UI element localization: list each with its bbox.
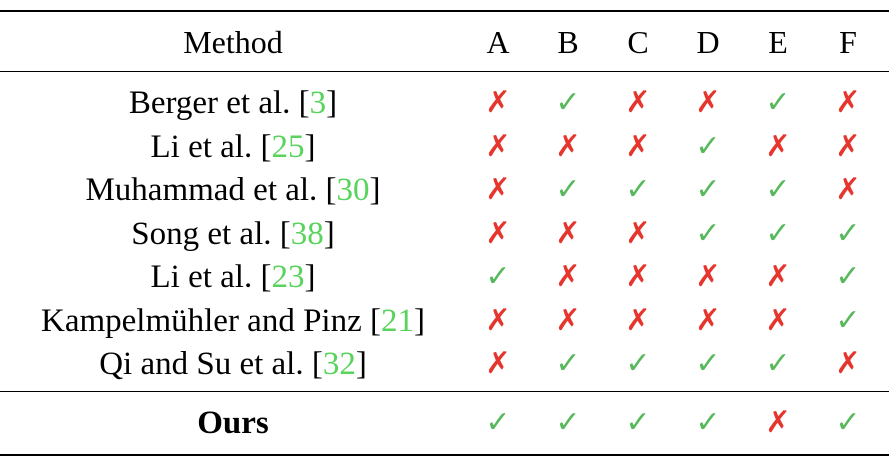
header-row: Method A B C D E F [0,20,889,64]
header-rule [0,71,889,72]
value-e-cross-icon: ✗ [765,259,791,294]
method-label: Song et al. [ [131,216,291,252]
citation-bracket: ] [369,172,381,208]
citation-link[interactable]: 38 [290,216,324,252]
method-name: Li et al. [25] [0,125,466,169]
value-f-check-icon: ✓ [835,303,861,338]
method-header: Method [183,24,283,60]
ours-value-e-cross-icon: ✗ [765,405,791,440]
table-row: Li et al. [23] ✓ ✗ ✗ ✗ ✗ ✓ [0,255,889,299]
method-name: Li et al. [23] [0,255,466,299]
value-c-check-icon: ✓ [625,172,651,207]
top-rule [0,10,889,12]
value-a-check-icon: ✓ [485,259,511,294]
value-b-cross-icon: ✗ [555,216,581,251]
method-label: Li et al. [ [150,129,272,165]
ours-method-name: Ours [197,405,269,441]
method-label: Qi and Su et al. [ [99,346,323,382]
value-a-cross-icon: ✗ [485,346,511,381]
table-row: Qi and Su et al. [32] ✗ ✓ ✓ ✓ ✓ ✗ [0,342,889,386]
method-name: Qi and Su et al. [32] [0,342,466,386]
value-d-check-icon: ✓ [695,172,721,207]
citation-bracket: ] [304,259,316,295]
value-f-cross-icon: ✗ [835,346,861,381]
value-b-check-icon: ✓ [555,85,581,120]
value-c-cross-icon: ✗ [625,216,651,251]
ours-value-b-check-icon: ✓ [555,405,581,440]
value-c-cross-icon: ✗ [625,259,651,294]
value-d-check-icon: ✓ [695,346,721,381]
value-c-cross-icon: ✗ [625,303,651,338]
value-b-check-icon: ✓ [555,346,581,381]
value-d-check-icon: ✓ [695,216,721,251]
value-b-cross-icon: ✗ [555,129,581,164]
column-header-e: E [768,24,788,60]
method-name: Berger et al. [3] [0,81,466,125]
method-name: Kampelmühler and Pinz [21] [0,299,466,343]
value-c-cross-icon: ✗ [625,129,651,164]
value-e-check-icon: ✓ [765,346,791,381]
method-label: Berger et al. [ [128,85,310,121]
value-f-check-icon: ✓ [835,216,861,251]
method-label: Muhammad et al. [ [85,172,337,208]
citation-link[interactable]: 25 [271,129,305,165]
value-e-check-icon: ✓ [765,172,791,207]
value-f-cross-icon: ✗ [835,129,861,164]
value-d-cross-icon: ✗ [695,259,721,294]
value-a-cross-icon: ✗ [485,303,511,338]
ours-value-f-check-icon: ✓ [835,405,861,440]
column-header-c: C [627,24,649,60]
bottom-rule [0,454,889,456]
table-row: Berger et al. [3] ✗ ✓ ✗ ✗ ✓ ✗ [0,81,889,125]
value-b-cross-icon: ✗ [555,303,581,338]
method-name: Song et al. [38] [0,212,466,256]
value-b-cross-icon: ✗ [555,259,581,294]
citation-bracket: ] [326,85,338,121]
column-header-b: B [557,24,579,60]
value-a-cross-icon: ✗ [485,172,511,207]
citation-link[interactable]: 30 [336,172,370,208]
method-label: Li et al. [ [150,259,272,295]
ours-value-d-check-icon: ✓ [695,405,721,440]
method-label: Kampelmühler and Pinz [ [41,303,381,339]
value-f-check-icon: ✓ [835,259,861,294]
value-f-cross-icon: ✗ [835,85,861,120]
value-a-cross-icon: ✗ [485,85,511,120]
table-row: Muhammad et al. [30] ✗ ✓ ✓ ✓ ✓ ✗ [0,168,889,212]
value-e-check-icon: ✓ [765,216,791,251]
value-d-check-icon: ✓ [695,129,721,164]
value-b-check-icon: ✓ [555,172,581,207]
method-name: Muhammad et al. [30] [0,168,466,212]
column-header-d: D [696,24,720,60]
ours-value-c-check-icon: ✓ [625,405,651,440]
value-f-cross-icon: ✗ [835,172,861,207]
table-row: Li et al. [25] ✗ ✗ ✗ ✓ ✗ ✗ [0,125,889,169]
separator-rule [0,391,889,392]
value-e-check-icon: ✓ [765,85,791,120]
citation-link[interactable]: 32 [322,346,356,382]
citation-link[interactable]: 21 [381,303,414,339]
citation-bracket: ] [355,346,367,382]
table-row: Kampelmühler and Pinz [21] ✗ ✗ ✗ ✗ ✗ ✓ [0,299,889,343]
citation-link[interactable]: 23 [271,259,305,295]
value-d-cross-icon: ✗ [695,85,721,120]
value-c-check-icon: ✓ [625,346,651,381]
value-d-cross-icon: ✗ [695,303,721,338]
value-e-cross-icon: ✗ [765,303,791,338]
value-e-cross-icon: ✗ [765,129,791,164]
citation-bracket: ] [323,216,335,252]
value-a-cross-icon: ✗ [485,129,511,164]
citation-bracket: ] [414,303,425,339]
column-header-a: A [486,24,510,60]
value-a-cross-icon: ✗ [485,216,511,251]
citation-link[interactable]: 3 [309,85,327,121]
value-c-cross-icon: ✗ [625,85,651,120]
ours-row: Ours ✓ ✓ ✓ ✓ ✗ ✓ [0,401,889,445]
citation-bracket: ] [304,129,316,165]
table-row: Song et al. [38] ✗ ✗ ✗ ✓ ✓ ✓ [0,212,889,256]
ours-value-a-check-icon: ✓ [485,405,511,440]
column-header-f: F [839,24,857,60]
